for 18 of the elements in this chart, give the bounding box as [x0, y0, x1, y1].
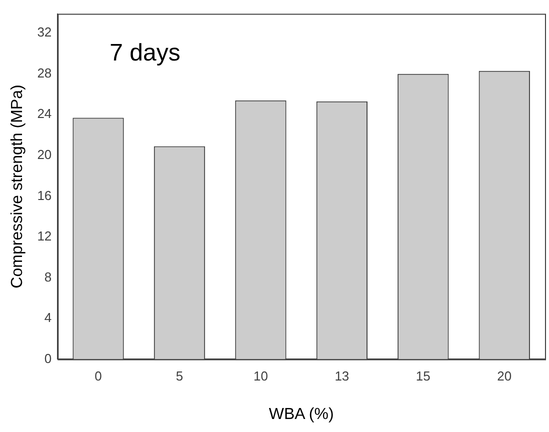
x-tick-label: 13	[334, 368, 350, 384]
x-tick-label: 15	[416, 368, 430, 384]
x-tick-label: 10	[253, 368, 268, 384]
x-tick-label: 5	[176, 368, 184, 384]
x-tick-label: 0	[94, 368, 102, 384]
y-tick-label: 0	[44, 350, 52, 366]
x-axis-title: WBA (%)	[268, 406, 334, 423]
y-tick-label: 24	[37, 106, 52, 122]
y-tick-label: 20	[37, 147, 52, 162]
y-tick-label: 8	[44, 269, 52, 284]
x-tick-label: 20	[497, 368, 512, 384]
y-axis-title: Compressive strength (MPa)	[9, 84, 26, 288]
y-tick-label: 32	[37, 24, 52, 40]
annotation: 7 days	[110, 39, 180, 66]
y-tick-label: 12	[37, 228, 52, 244]
y-tick-label: 4	[44, 310, 52, 326]
y-tick-label: 28	[37, 65, 52, 80]
y-tick-label: 16	[37, 188, 52, 203]
